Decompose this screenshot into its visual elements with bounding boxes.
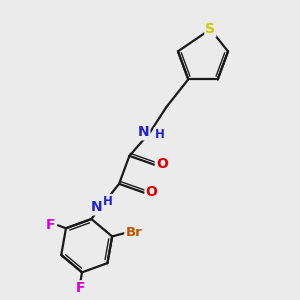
Text: S: S xyxy=(206,22,215,36)
Text: F: F xyxy=(76,281,85,295)
Text: O: O xyxy=(156,157,168,171)
Text: N: N xyxy=(138,125,149,139)
Text: Br: Br xyxy=(125,226,142,239)
Text: N: N xyxy=(90,200,102,214)
Text: H: H xyxy=(154,128,164,141)
Text: O: O xyxy=(146,185,158,199)
Text: F: F xyxy=(46,218,56,232)
Text: H: H xyxy=(103,195,113,208)
